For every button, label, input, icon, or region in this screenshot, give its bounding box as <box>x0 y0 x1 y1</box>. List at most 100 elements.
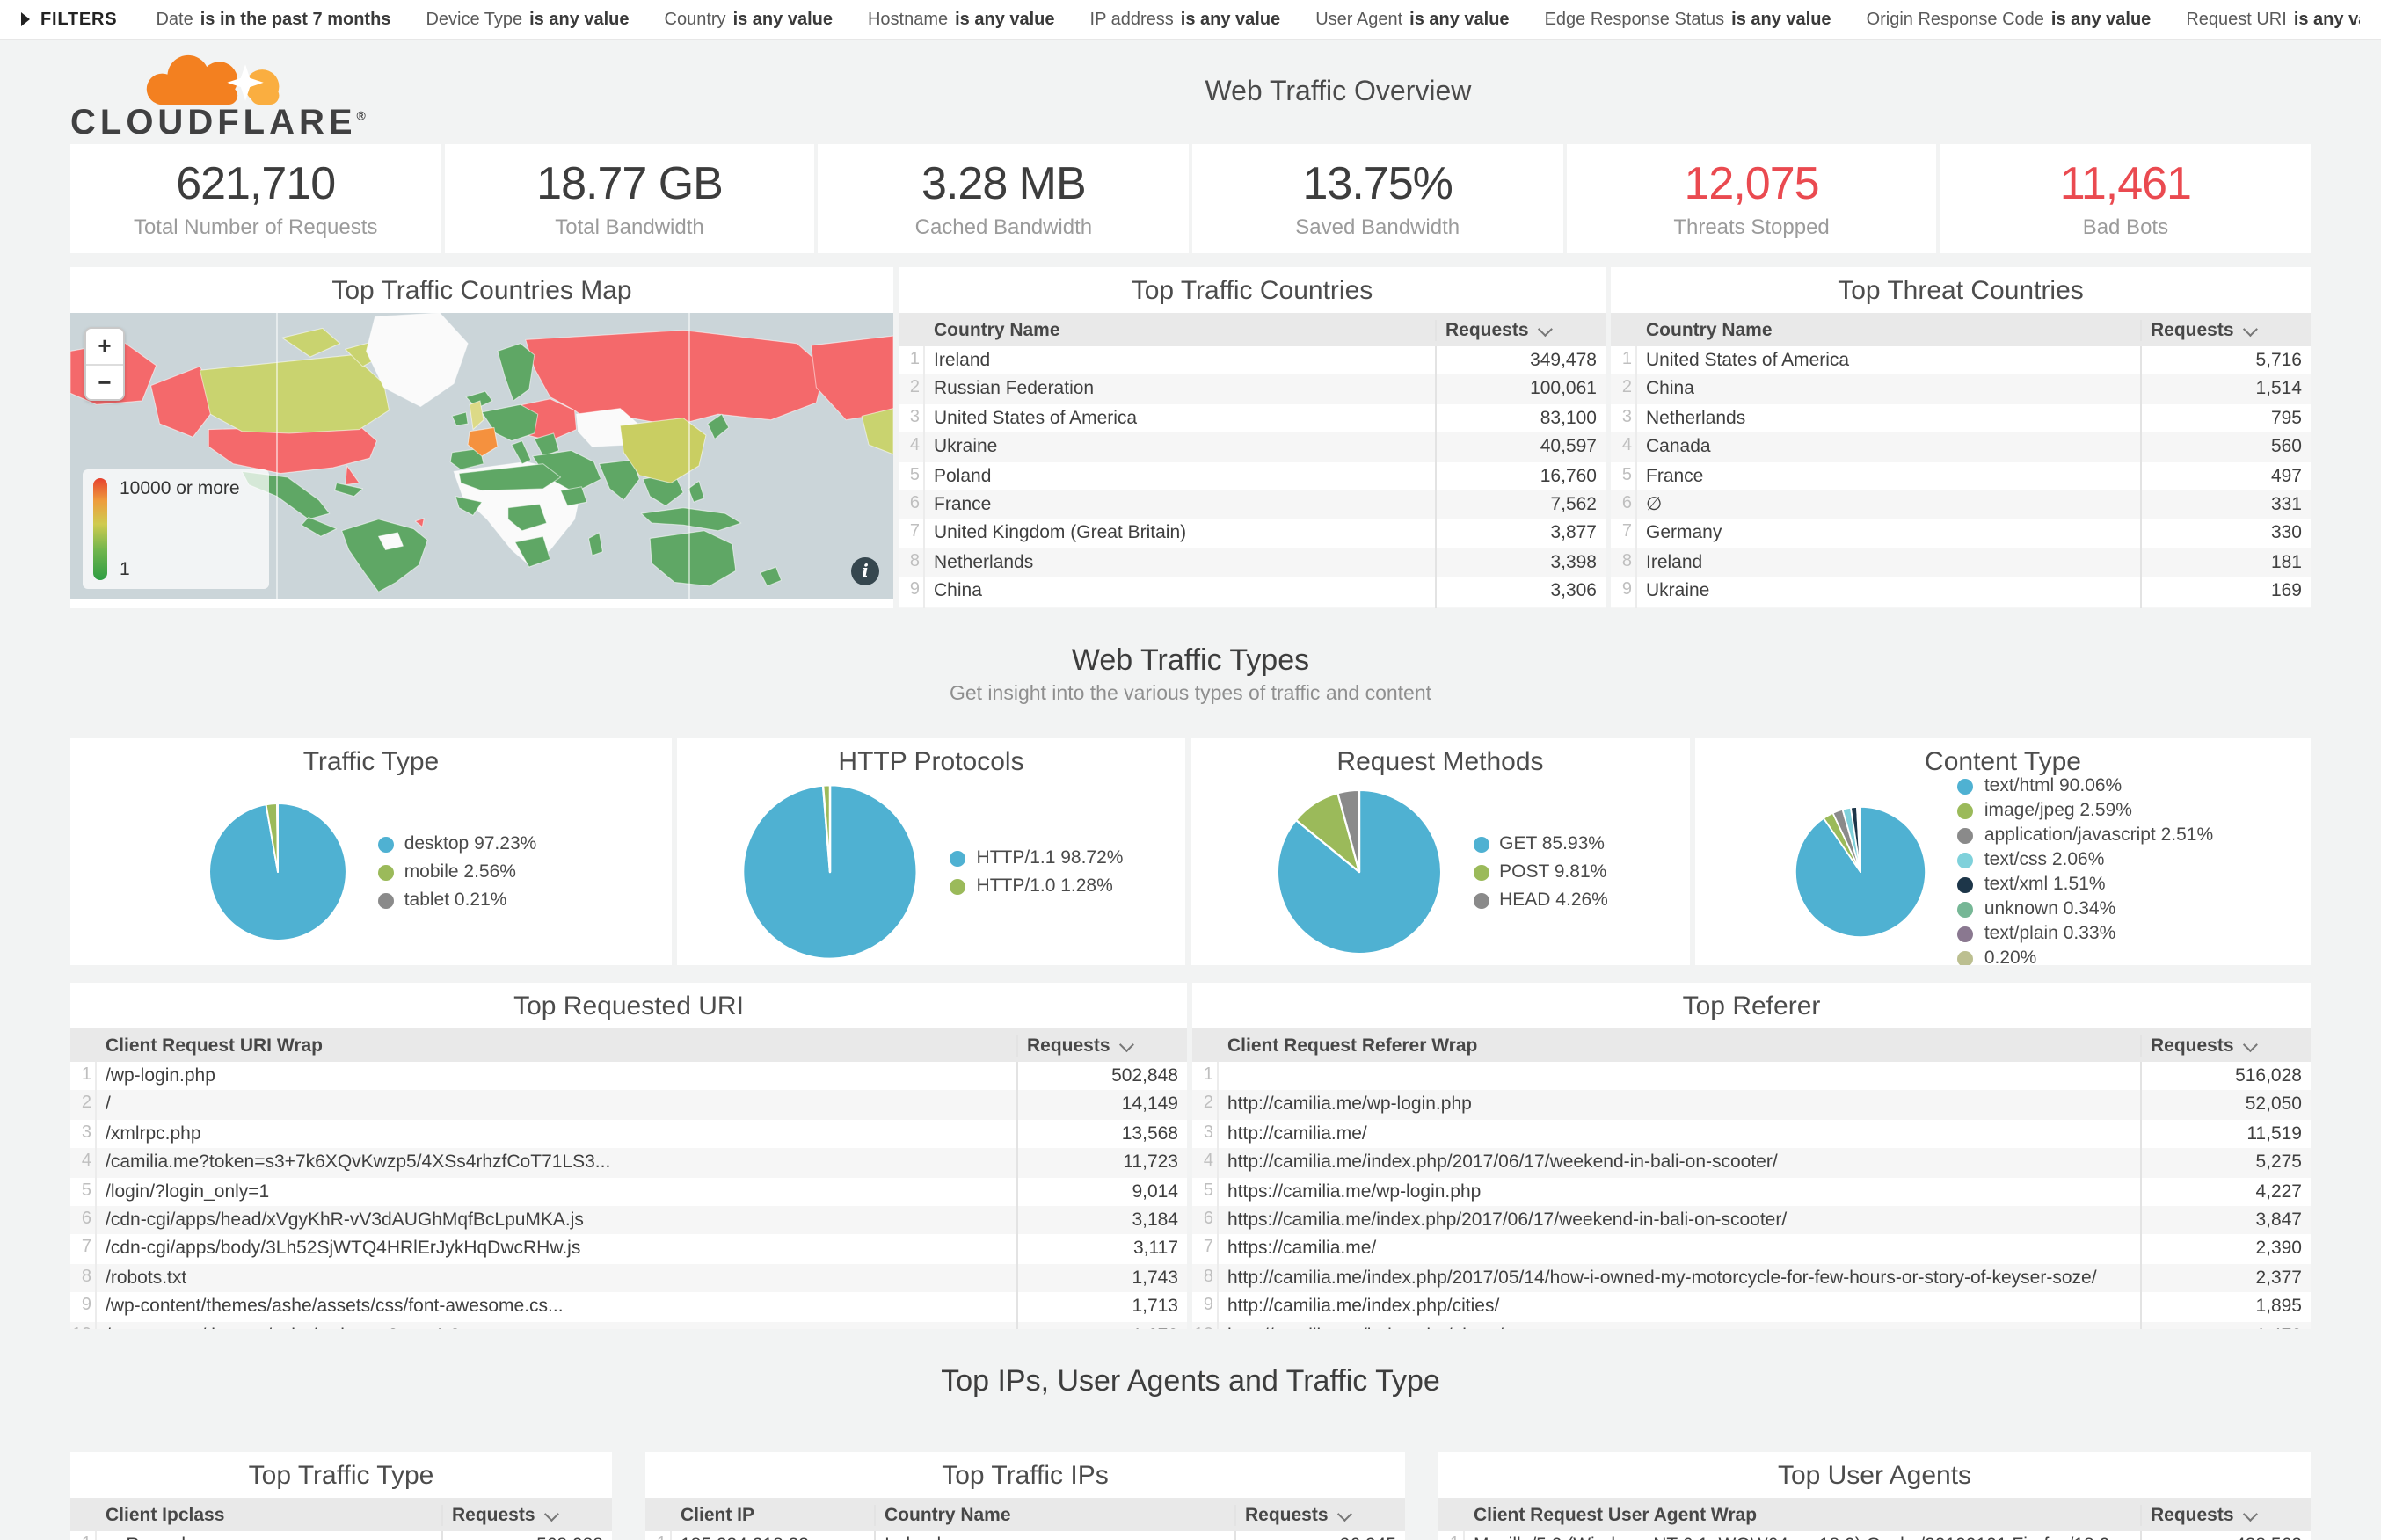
table-row[interactable]: 4/camilia.me?token=s3+7k6XQvKwzp5/4XSs4r… <box>70 1148 1187 1178</box>
column-header[interactable]: Requests <box>441 1504 612 1525</box>
legend-item[interactable]: unknown 0.34% <box>1957 898 2213 919</box>
column-header[interactable]: Client Ipclass <box>106 1504 225 1525</box>
column-header[interactable]: Country Name <box>1646 319 1773 340</box>
http-protocols-pie-chart[interactable] <box>739 781 922 963</box>
table-row[interactable]: 3 Netherlands 795 <box>1611 403 2311 433</box>
traffic-type-pie-chart[interactable] <box>206 800 350 944</box>
table-row[interactable]: 3/xmlrpc.php 13,568 <box>70 1119 1187 1149</box>
map-zoom-out-button[interactable]: − <box>86 364 123 399</box>
pie-slice-GET[interactable] <box>1275 788 1442 955</box>
table-row[interactable]: 9/wp-content/themes/ashe/assets/css/font… <box>70 1292 1187 1322</box>
filter-chip[interactable]: Device Type is any value <box>426 10 629 29</box>
table-row[interactable]: 8 Netherlands 3,398 <box>899 548 1606 578</box>
filter-chip[interactable]: Edge Response Status is any value <box>1545 10 1831 29</box>
column-header[interactable]: Country Name <box>934 319 1060 340</box>
table-row[interactable]: 6 ∅ 331 <box>1611 490 2311 519</box>
legend-item[interactable]: image/jpeg 2.59% <box>1957 800 2213 821</box>
content-type-pie-chart[interactable] <box>1793 803 1930 941</box>
column-header[interactable]: Client Request URI Wrap <box>106 1035 323 1056</box>
table-row[interactable]: 6 https://camilia.me/index.php/2017/06/17… <box>1192 1205 2311 1235</box>
pie-slice-HTTP/1.0[interactable] <box>822 783 832 874</box>
table-row[interactable]: 7 https://camilia.me/2,390 <box>1192 1234 2311 1264</box>
table-row[interactable]: 10/wp-content/themes/ashe/style.css?ver=… <box>70 1321 1187 1329</box>
table-row[interactable]: 5 Poland 16,760 <box>899 461 1606 490</box>
pie-slice-tablet[interactable] <box>275 803 279 873</box>
table-row[interactable]: 1/wp-login.php 502,848 <box>70 1062 1187 1091</box>
table-row[interactable]: 7 Germany 330 <box>1611 519 2311 548</box>
table-row[interactable]: 8 http://camilia.me/index.php/2017/05/14/… <box>1192 1263 2311 1293</box>
table-row[interactable]: 1 Ireland 349,478 <box>899 346 1606 375</box>
column-header[interactable]: Requests <box>1234 1504 1405 1525</box>
table-row[interactable]: 9 Ukraine 169 <box>1611 577 2311 607</box>
table-row[interactable]: 1Mozilla/5.0 (Windows NT 6.1; WOW64; rv:… <box>1438 1531 2311 1540</box>
column-header[interactable]: Requests <box>1016 1035 1187 1056</box>
table-row[interactable]: 2 China 1,514 <box>1611 374 2311 404</box>
map-zoom-in-button[interactable]: + <box>86 329 123 364</box>
table-row[interactable]: 8 Ireland 181 <box>1611 548 2311 578</box>
table-row[interactable]: 5/login/?login_only=1 9,014 <box>70 1177 1187 1206</box>
column-header[interactable]: Requests <box>2140 319 2311 340</box>
table-row[interactable]: 1noRecord568,088 <box>70 1531 612 1540</box>
column-header[interactable]: Requests <box>1435 319 1606 340</box>
table-row[interactable]: 3 http://camilia.me/11,519 <box>1192 1119 2311 1149</box>
table-row[interactable]: 4 Canada 560 <box>1611 432 2311 462</box>
filter-chip[interactable]: Request URI is any value <box>2186 10 2360 29</box>
table-row[interactable]: 3 United States of America 83,100 <box>899 403 1606 433</box>
legend-item[interactable]: text/plain 0.33% <box>1957 923 2213 944</box>
table-row[interactable]: 4 Ukraine 40,597 <box>899 432 1606 462</box>
table-row[interactable]: 2 http://camilia.me/wp-login.php 52,050 <box>1192 1090 2311 1120</box>
legend-item[interactable]: GET 85.93% <box>1473 833 1608 854</box>
table-row[interactable]: 4 http://camilia.me/index.php/2017/06/17/… <box>1192 1148 2311 1178</box>
table-row[interactable]: 5 France 497 <box>1611 461 2311 490</box>
legend-item[interactable]: text/css 2.06% <box>1957 849 2213 870</box>
legend-item[interactable]: HEAD 4.26% <box>1473 890 1608 911</box>
table-row[interactable]: 9 China 3,306 <box>899 577 1606 607</box>
legend-item[interactable]: POST 9.81% <box>1473 861 1608 883</box>
table-row[interactable]: 5 https://camilia.me/wp-login.php 4,227 <box>1192 1177 2311 1206</box>
column-header[interactable]: Country Name <box>874 1504 1234 1525</box>
table-row[interactable]: 7/cdn-cgi/apps/body/3Lh52SjWTQ4HRlErJykH… <box>70 1234 1187 1264</box>
table-cell: /cdn-cgi/apps/body/3Lh52SjWTQ4HRlErJykHq… <box>106 1238 581 1260</box>
column-header[interactable]: Client Request User Agent Wrap <box>1474 1504 1758 1525</box>
legend-item[interactable]: mobile 2.56% <box>377 861 537 883</box>
filters-expand-icon[interactable] <box>21 12 30 26</box>
legend-item[interactable]: text/html 90.06% <box>1957 775 2213 796</box>
table-row[interactable]: 10Canada2,215 <box>899 606 1606 608</box>
filters-label[interactable]: FILTERS <box>40 10 118 29</box>
legend-item[interactable]: tablet 0.21% <box>377 890 537 911</box>
map-info-button[interactable]: i <box>851 557 879 585</box>
legend-item[interactable]: 0.20% <box>1957 948 2213 965</box>
legend-item[interactable]: HTTP/1.0 1.28% <box>950 875 1124 897</box>
table-cell: http://camilia.me/wp-login.php <box>1227 1093 1472 1115</box>
table-row[interactable]: 10http://camilia.me/index.php/about/1,47… <box>1192 1321 2311 1329</box>
table-row[interactable]: 7 United Kingdom (Great Britain) 3,877 <box>899 519 1606 548</box>
table-row[interactable]: 10Singapore158 <box>1611 606 2311 608</box>
table-row[interactable]: 1 516,028 <box>1192 1062 2311 1091</box>
column-header[interactable]: Client IP <box>681 1504 755 1525</box>
filter-chip[interactable]: User Agent is any value <box>1315 10 1509 29</box>
table-row[interactable]: 8/robots.txt 1,743 <box>70 1263 1187 1293</box>
filter-chip[interactable]: Origin Response Code is any value <box>1867 10 2152 29</box>
filter-chip[interactable]: Country is any value <box>665 10 833 29</box>
table-row[interactable]: 6/cdn-cgi/apps/head/xVgyKhR-vV3dAUGhMqfB… <box>70 1205 1187 1235</box>
table-row[interactable]: 2 / 14,149 <box>70 1090 1187 1120</box>
legend-item[interactable]: application/javascript 2.51% <box>1957 824 2213 846</box>
table-row[interactable]: 6 France 7,562 <box>899 490 1606 519</box>
table-row[interactable]: 9 http://camilia.me/index.php/cities/1,89… <box>1192 1292 2311 1322</box>
table-row[interactable]: 2 Russian Federation 100,061 <box>899 374 1606 404</box>
table-row[interactable]: 1185.234.218.33Ireland96,945 <box>645 1531 1405 1540</box>
legend-item[interactable]: desktop 97.23% <box>377 833 536 854</box>
pie-slice-HEAD[interactable] <box>1336 788 1360 874</box>
table-row[interactable]: 1 United States of America 5,716 <box>1611 346 2311 375</box>
column-header[interactable]: Requests <box>2140 1504 2311 1525</box>
request-methods-pie-chart[interactable] <box>1272 786 1445 958</box>
filter-chip[interactable]: IP address is any value <box>1090 10 1281 29</box>
legend-item[interactable]: HTTP/1.1 98.72% <box>950 847 1123 868</box>
legend-item[interactable]: text/xml 1.51% <box>1957 874 2213 895</box>
filter-chip[interactable]: Date is in the past 7 months <box>156 10 390 29</box>
pie-slice-other[interactable] <box>1859 805 1862 873</box>
world-map[interactable]: + − 10000 or more 1 i <box>70 313 893 599</box>
column-header[interactable]: Requests <box>2140 1035 2311 1056</box>
column-header[interactable]: Client Request Referer Wrap <box>1227 1035 1478 1056</box>
filter-chip[interactable]: Hostname is any value <box>868 10 1055 29</box>
